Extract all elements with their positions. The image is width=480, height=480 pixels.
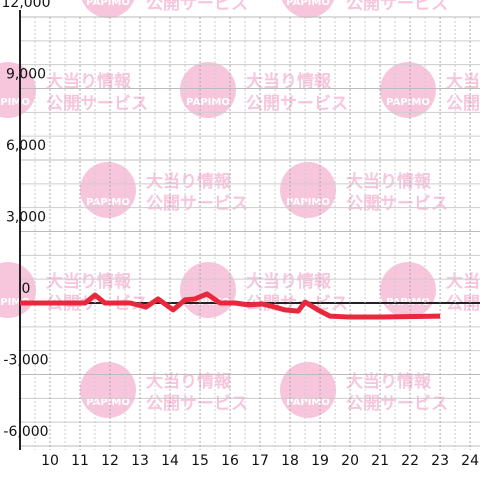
watermark-text: 大当り情報 [446, 271, 480, 292]
x-tick-label: 22 [401, 453, 419, 469]
watermarks: PAPIMO大当り情報公開サービスPAPIMO大当り情報公開サービスPAPIMO… [0, 0, 480, 418]
watermark-brand: PAPIMO [186, 97, 230, 108]
watermark-logo [380, 262, 436, 318]
watermark-text: 公開サービス [346, 0, 448, 14]
watermark-text: 公開サービス [146, 0, 248, 14]
watermark-brand: PAPIMO [286, 0, 330, 8]
watermark-logo [281, 0, 335, 18]
watermark-logo [180, 262, 236, 318]
x-tick-label: 15 [191, 453, 209, 469]
watermark-brand: PAPIMO [0, 297, 30, 308]
watermark-brand: PAPIMO [86, 397, 130, 408]
y-tick-label: 3,000 [6, 210, 46, 226]
x-tick-label: 21 [371, 453, 389, 469]
y-tick-label: -3,000 [3, 353, 48, 369]
x-tick-label: 14 [161, 453, 179, 469]
watermark-brand: PAPIMO [386, 97, 430, 108]
watermark-text: 公開サービス [346, 394, 448, 414]
watermark-logo [80, 162, 136, 218]
x-tick-label: 19 [311, 453, 329, 469]
x-tick-label: 16 [221, 453, 239, 469]
data-line [20, 291, 441, 320]
watermark-logo [81, 0, 135, 18]
watermark-logo [280, 162, 336, 218]
watermark-logo [0, 62, 36, 118]
y-tick-label: 0 [22, 281, 31, 297]
marks [20, 291, 441, 320]
watermark-brand: PAPIMO [0, 97, 30, 108]
watermark-text: 大当り情報 [246, 71, 332, 92]
watermark-logo [380, 62, 436, 118]
watermark-brand: PAPIMO [86, 0, 130, 8]
watermark-text: 大当り情報 [146, 371, 232, 392]
x-tick-label: 17 [251, 453, 269, 469]
x-tick-label: 24 [461, 453, 479, 469]
watermark-brand: PAPIMO [286, 397, 330, 408]
y-tick-label: -6,000 [3, 424, 48, 440]
watermark-text: 公開サービス [446, 94, 480, 114]
watermark-brand: PAPIMO [286, 197, 330, 208]
x-tick-label: 12 [101, 453, 119, 469]
watermark-text: 大当り情報 [146, 171, 232, 192]
watermark-text: 公開サービス [246, 94, 348, 114]
watermark-text: 大当り情報 [46, 271, 132, 292]
watermark-logo [80, 362, 136, 418]
y-tick-label: 12,000 [2, 0, 51, 11]
watermark-text: 公開サービス [346, 194, 448, 214]
grid [19, 10, 480, 450]
watermark-text: 公開サービス [146, 194, 248, 214]
labels: -6,000 -3,000 0 3,000 6,000 9,000 12,000 10 11 12… [2, 0, 480, 469]
watermark-text: 公開サービス [146, 394, 248, 414]
x-tick-label: 10 [41, 453, 59, 469]
watermark-text: 大当り情報 [346, 171, 432, 192]
watermark-text: 大当り情報 [246, 271, 332, 292]
x-tick-label: 23 [431, 453, 449, 469]
watermark-text: 大当り情報 [446, 71, 480, 92]
watermark-logo [0, 262, 36, 318]
x-tick-label: 20 [341, 453, 359, 469]
x-tick-label: 11 [71, 453, 89, 469]
watermark-logo [280, 362, 336, 418]
x-tick-label: 18 [281, 453, 299, 469]
watermark-brand: PAPIMO [86, 197, 130, 208]
y-tick-label: 9,000 [6, 67, 46, 83]
watermark-text: 公開サービス [46, 94, 148, 114]
x-tick-label: 13 [131, 453, 149, 469]
y-tick-label: 6,000 [6, 138, 46, 154]
watermark-logo [180, 62, 236, 118]
